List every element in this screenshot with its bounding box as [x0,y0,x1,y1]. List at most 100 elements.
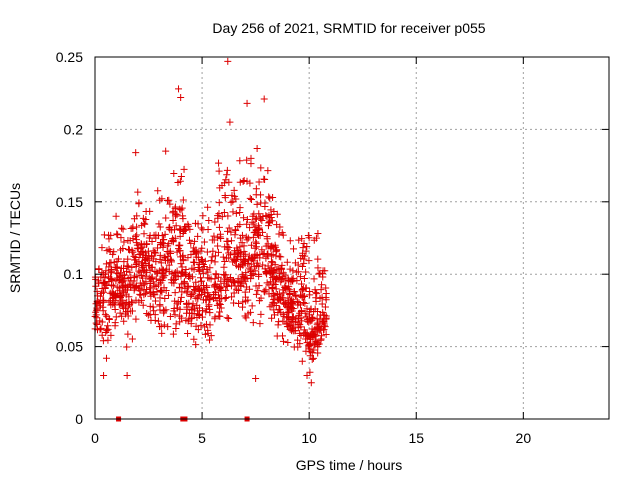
data-point [160,236,168,244]
data-point [177,173,185,181]
data-point [247,272,255,280]
data-point [116,294,124,302]
data-point [134,245,142,253]
data-point [155,220,163,228]
data-point [172,210,180,218]
data-point [206,305,214,313]
data-point [142,272,150,280]
data-point [275,318,283,326]
data-point [137,248,145,256]
data-point [169,236,177,244]
data-point [138,243,146,251]
data-point [177,293,185,301]
data-point [168,269,176,277]
data-point [322,290,330,298]
y-tick-label: 0.2 [64,121,84,137]
data-point [318,300,326,308]
data-point [197,224,205,232]
data-point [264,250,272,258]
data-point [132,262,140,270]
data-point [227,198,235,206]
data-point [215,159,223,167]
data-point [174,273,182,281]
data-point [270,306,278,314]
data-point [162,214,170,222]
data-point [134,188,142,196]
data-point [105,315,113,323]
data-point [128,307,136,315]
data-point [100,288,108,296]
data-point [240,176,248,184]
data-point [304,341,312,349]
data-point [178,314,186,322]
data-point [179,253,187,261]
data-point [316,326,324,334]
y-tick-label: 0.1 [64,266,84,282]
data-point [246,179,254,187]
data-point [130,215,138,223]
data-point [100,372,108,380]
data-point [288,317,296,325]
data-point [214,248,222,256]
data-point [132,315,140,323]
data-point [99,337,107,345]
data-point [259,228,267,236]
data-point [105,263,113,271]
data-point [170,305,178,313]
data-point [271,261,279,269]
data-point [120,264,128,272]
data-point [122,310,130,318]
data-point [157,279,165,287]
data-point [303,372,311,380]
data-point [145,234,153,242]
data-point [279,294,287,302]
data-point [223,171,231,179]
data-point [116,284,124,292]
data-point [231,231,239,239]
data-point [277,253,285,261]
data-point [211,275,219,283]
data-point [145,252,153,260]
data-point [251,267,259,275]
data-point [194,326,202,334]
data-point [150,307,158,315]
data-point [293,298,301,306]
data-point [132,282,140,290]
y-tick-label: 0 [75,411,83,427]
data-point [119,302,127,310]
data-point [118,224,126,232]
data-point [142,207,150,215]
x-tick-label: 15 [408,430,424,446]
data-point [147,316,155,324]
data-point [202,296,210,304]
x-tick-label: 20 [516,430,532,446]
data-point [253,230,261,238]
data-point [263,279,271,287]
data-point [120,258,128,266]
data-point [243,156,251,164]
data-point [314,255,322,263]
data-point [170,274,178,282]
data-point [177,94,185,102]
data-point [110,290,118,298]
data-point [156,223,164,231]
data-point [124,263,132,271]
data-point [300,326,308,334]
data-point [264,167,272,175]
data-point [250,220,258,228]
data-point [130,286,138,294]
data-point [287,304,295,312]
data-point [247,260,255,268]
data-point [132,233,140,241]
data-point [166,200,174,208]
data-point [246,224,254,232]
data-point [271,311,278,319]
data-point [302,268,310,276]
data-point [205,216,213,224]
data-point [220,208,228,216]
data-point [176,225,184,233]
data-point [202,308,210,316]
data-point [172,222,180,230]
data-point [165,291,173,299]
data-point [186,236,194,244]
